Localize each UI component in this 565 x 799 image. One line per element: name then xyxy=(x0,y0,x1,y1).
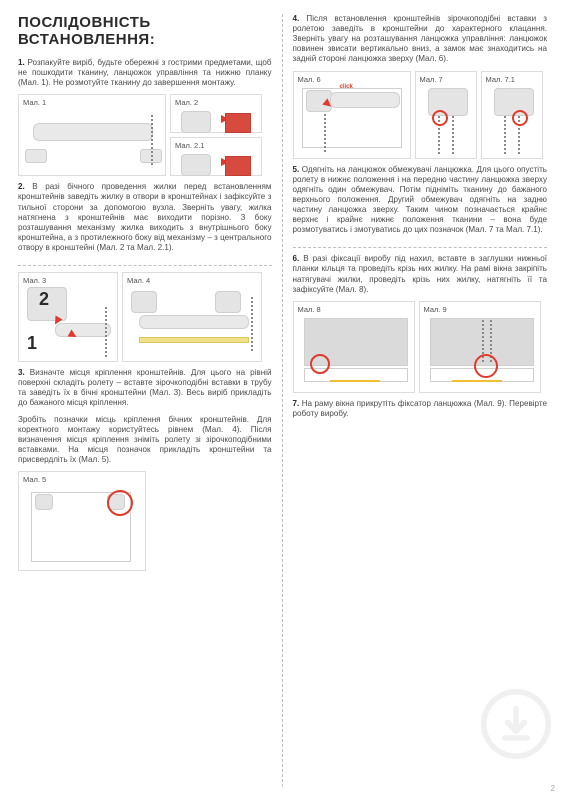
step-2-text: 2. В разі бічного проведення жилки перед… xyxy=(18,182,272,253)
figure-7-1: Мал. 7.1 xyxy=(481,71,543,159)
step-5-text: 5. Одягніть на ланцюжок обмежувачі ланцю… xyxy=(293,165,548,236)
page-title: ПОСЛІДОВНІСТЬ ВСТАНОВЛЕННЯ: xyxy=(18,14,272,48)
fig-row-5: Мал. 8 Мал. 9 xyxy=(293,301,548,393)
columns: ПОСЛІДОВНІСТЬ ВСТАНОВЛЕННЯ: 1. Розпакуйт… xyxy=(18,14,547,787)
step-1-body: Розпакуйте виріб, будьте обережні з гост… xyxy=(18,58,272,87)
figure-9-label: Мал. 9 xyxy=(424,305,447,314)
right-column: 4. Після встановлення кронштейнів зірочк… xyxy=(283,14,548,787)
figure-2-1-label: Мал. 2.1 xyxy=(175,141,204,150)
divider-left xyxy=(18,265,272,266)
figure-5-label: Мал. 5 xyxy=(23,475,46,484)
step-4-text: 4. Після встановлення кронштейнів зірочк… xyxy=(293,14,548,65)
figure-7-1-label: Мал. 7.1 xyxy=(486,75,515,84)
figure-8-label: Мал. 8 xyxy=(298,305,321,314)
fig-row-1: Мал. 1 Мал. 2 xyxy=(18,94,272,176)
step-3a-body: Визначте місця кріплення кронштейнів. Дл… xyxy=(18,368,272,407)
step-3-num: 3. xyxy=(18,368,25,377)
figure-6-label: Мал. 6 xyxy=(298,75,321,84)
figure-1-label: Мал. 1 xyxy=(23,98,46,107)
figure-9: Мал. 9 xyxy=(419,301,541,393)
figure-7-label: Мал. 7 xyxy=(420,75,443,84)
step-7-text: 7. На раму вікна прикрутіть фіксатор лан… xyxy=(293,399,548,419)
step-6-text: 6. В разі фіксації виробу під нахил, вст… xyxy=(293,254,548,294)
step-1-text: 1. Розпакуйте виріб, будьте обережні з г… xyxy=(18,58,272,88)
click-label: click xyxy=(340,84,353,90)
step-2-body: В разі бічного проведення жилки перед вс… xyxy=(18,182,272,252)
step-5-body: Одягніть на ланцюжок обмежувачі ланцюжка… xyxy=(293,165,548,235)
page-number: 2 xyxy=(551,784,555,793)
figure-6: Мал. 6 click xyxy=(293,71,411,159)
step-1-num: 1. xyxy=(18,58,25,67)
step-4-body: Після встановлення кронштейнів зірочкопо… xyxy=(293,14,548,63)
fig3-mark-1: 1 xyxy=(27,333,37,354)
figure-2-label: Мал. 2 xyxy=(175,98,198,107)
step-3b-text: Зробіть позначки місць кріплення бічних … xyxy=(18,415,272,466)
figure-2: Мал. 2 xyxy=(170,94,262,133)
figure-5: Мал. 5 xyxy=(18,471,146,571)
fig-row-4: Мал. 6 click Мал. 7 xyxy=(293,71,548,159)
figure-3: Мал. 3 2 1 xyxy=(18,272,118,362)
figure-2-1: Мал. 2.1 xyxy=(170,137,262,176)
figure-1: Мал. 1 xyxy=(18,94,166,176)
step-7-body: На раму вікна прикрутіть фіксатор ланцюж… xyxy=(293,399,548,418)
fig3-mark-2: 2 xyxy=(39,289,49,310)
divider-right xyxy=(293,247,548,248)
fig-row-2: Мал. 3 2 1 Мал. 4 xyxy=(18,272,272,362)
figure-4: Мал. 4 xyxy=(122,272,262,362)
figure-7: Мал. 7 xyxy=(415,71,477,159)
step-6-body: В разі фіксації виробу під нахил, вставт… xyxy=(293,254,548,293)
step-2-num: 2. xyxy=(18,182,25,191)
step-3a-text: 3. Визначте місця кріплення кронштейнів.… xyxy=(18,368,272,408)
fig-row-3: Мал. 5 xyxy=(18,471,272,571)
watermark-icon xyxy=(481,689,551,759)
page: ПОСЛІДОВНІСТЬ ВСТАНОВЛЕННЯ: 1. Розпакуйт… xyxy=(0,0,565,799)
figure-8: Мал. 8 xyxy=(293,301,415,393)
figure-4-label: Мал. 4 xyxy=(127,276,150,285)
left-column: ПОСЛІДОВНІСТЬ ВСТАНОВЛЕННЯ: 1. Розпакуйт… xyxy=(18,14,283,787)
figure-3-label: Мал. 3 xyxy=(23,276,46,285)
